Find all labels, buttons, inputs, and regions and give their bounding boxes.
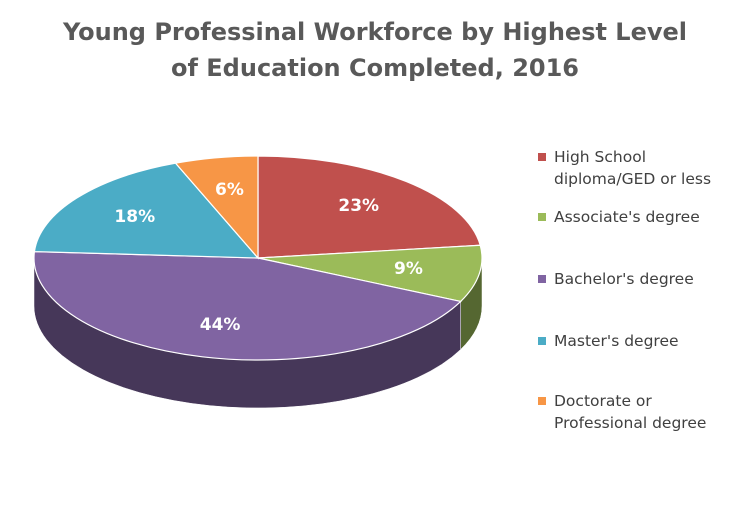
chart-title: Young Professinal Workforce by Highest L… bbox=[62, 18, 688, 82]
legend-label: Associate's degree bbox=[554, 208, 700, 226]
pie-slice bbox=[257, 155, 482, 259]
legend-label: High School diploma/GED or less bbox=[554, 148, 712, 188]
legend-swatch bbox=[538, 337, 546, 345]
legend-swatch bbox=[538, 213, 546, 221]
legend-item: Bachelor's degree bbox=[538, 268, 744, 290]
legend-label: Bachelor's degree bbox=[554, 270, 694, 288]
legend-item: High School diploma/GED or less bbox=[538, 146, 744, 190]
legend-label: Master's degree bbox=[554, 332, 679, 350]
pie-slice bbox=[33, 250, 462, 361]
pie-slice bbox=[33, 162, 260, 259]
legend-swatch bbox=[538, 153, 546, 161]
data-label: 23% bbox=[338, 196, 379, 216]
pie-slice bbox=[257, 244, 483, 303]
legend-item: Master's degree bbox=[538, 330, 744, 352]
data-label: 9% bbox=[394, 259, 423, 279]
legend-label: Doctorate or Professional degree bbox=[554, 392, 707, 432]
legend-item: Doctorate or Professional degree bbox=[538, 390, 744, 434]
data-label: 18% bbox=[114, 207, 155, 227]
data-label: 44% bbox=[200, 315, 241, 335]
data-label: 6% bbox=[215, 180, 244, 200]
legend-item: Associate's degree bbox=[538, 206, 744, 228]
pie-slice bbox=[174, 155, 259, 260]
legend-swatch bbox=[538, 397, 546, 405]
legend-swatch bbox=[538, 275, 546, 283]
